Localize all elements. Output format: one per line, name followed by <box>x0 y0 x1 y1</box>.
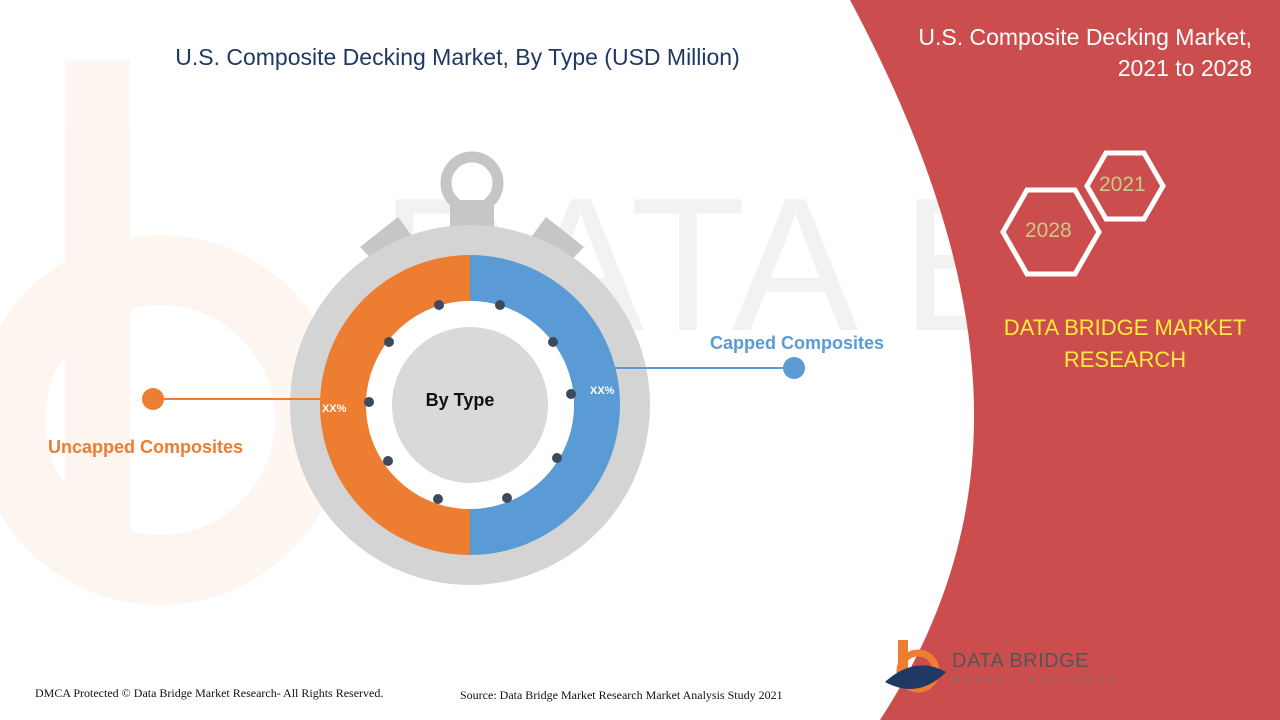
logo-tagline: MARKET RESEARCH <box>952 676 1122 685</box>
copyright-notice: DMCA Protected © Data Bridge Market Rese… <box>35 686 384 700</box>
brand-name-line1: DATA BRIDGE MARKET <box>1003 315 1247 340</box>
brand-name: DATA BRIDGE MARKET RESEARCH <box>985 312 1265 376</box>
year-start-label: 2021 <box>1099 173 1146 196</box>
center-disc <box>392 327 548 483</box>
chart-title: U.S. Composite Decking Market, By Type (… <box>175 44 740 70</box>
year-end-label: 2028 <box>1025 219 1072 242</box>
legend-capped-composites: Capped Composites <box>710 333 885 353</box>
market-title: U.S. Composite Decking Market, 2021 to 2… <box>892 22 1252 84</box>
clock-dot <box>495 300 505 310</box>
logo-name: DATA BRIDGE <box>952 650 1090 672</box>
clock-dot <box>384 337 394 347</box>
hexagon-2028 <box>1000 187 1102 277</box>
clock-dot <box>548 337 558 347</box>
capped-marker <box>783 357 805 379</box>
market-title-line1: U.S. Composite Decking Market, <box>918 24 1252 50</box>
clock-dot <box>433 494 443 504</box>
clock-dot <box>383 456 393 466</box>
capped-percent-label: XX% <box>590 385 615 397</box>
red-side-panel <box>850 0 1280 720</box>
uncapped-percent-label: XX% <box>322 403 347 415</box>
data-bridge-logo-icon <box>885 640 946 693</box>
market-title-line2: 2021 to 2028 <box>1117 55 1252 81</box>
legend-uncapped-composites: Uncapped Composites <box>48 437 244 457</box>
clock-dot <box>566 389 576 399</box>
clock-dot <box>364 397 374 407</box>
hexagon-2021 <box>1084 150 1166 222</box>
slice-uncapped-composites <box>320 255 470 555</box>
slice-capped-composites <box>470 255 620 555</box>
clock-dot <box>552 453 562 463</box>
brand-name-line2: RESEARCH <box>1063 347 1187 372</box>
clock-dot <box>502 493 512 503</box>
uncapped-marker <box>142 388 164 410</box>
donut-center-label: By Type <box>425 390 495 410</box>
clock-dot <box>434 300 444 310</box>
source-note: Source: Data Bridge Market Research Mark… <box>460 688 783 702</box>
clock-dots <box>364 300 576 504</box>
